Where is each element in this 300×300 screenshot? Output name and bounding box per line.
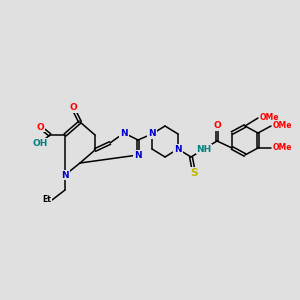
Text: N: N: [148, 130, 156, 139]
Text: O: O: [36, 122, 44, 131]
Text: OMe: OMe: [260, 113, 280, 122]
Text: O: O: [213, 122, 221, 130]
Text: OH: OH: [32, 139, 48, 148]
Text: OMe: OMe: [273, 143, 292, 152]
Text: Et: Et: [42, 196, 51, 205]
Text: N: N: [120, 128, 128, 137]
Text: NH: NH: [196, 145, 211, 154]
Text: S: S: [190, 168, 198, 178]
Text: N: N: [61, 170, 69, 179]
Text: N: N: [134, 151, 142, 160]
Text: O: O: [69, 103, 77, 112]
Text: N: N: [174, 145, 182, 154]
Text: OMe: OMe: [273, 122, 292, 130]
